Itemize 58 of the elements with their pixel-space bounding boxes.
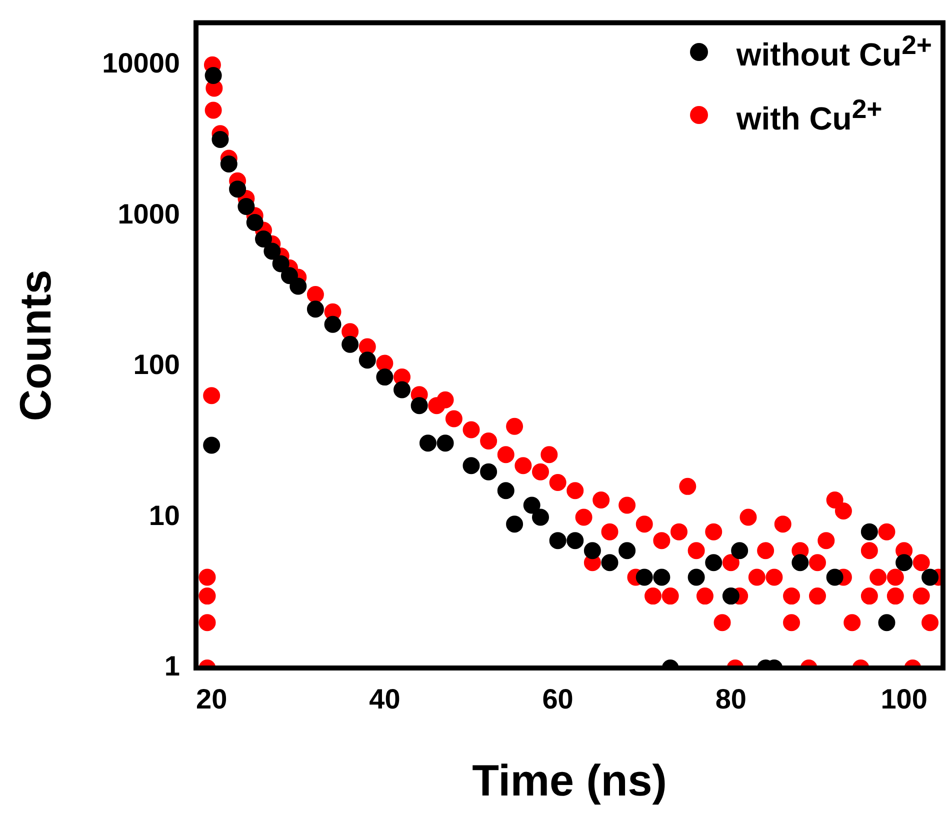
point (722, 588, 740, 605)
point (549, 532, 566, 550)
point (264, 242, 281, 260)
point (436, 434, 454, 452)
point (280, 267, 298, 284)
x-tick-label: 80 (715, 684, 747, 715)
point (653, 568, 670, 586)
x-axis-title: Time (ns) (472, 756, 667, 806)
point (922, 568, 939, 586)
point (860, 523, 878, 540)
point (272, 255, 290, 272)
point (358, 352, 376, 369)
point (480, 463, 498, 480)
point (618, 542, 636, 560)
point (290, 278, 307, 295)
point (462, 457, 480, 474)
point (246, 214, 264, 232)
point (238, 198, 255, 215)
point (229, 180, 246, 198)
legend-label: with Cu$^{2+}$ (736, 94, 882, 138)
point (220, 155, 238, 172)
point (523, 496, 540, 514)
point (705, 554, 722, 572)
point (566, 532, 584, 550)
point (497, 482, 514, 500)
y-tick-label: 100 (133, 349, 180, 380)
point (896, 554, 913, 572)
y-tick-label: 1 (164, 650, 180, 682)
y-tick-label: 10 (148, 500, 180, 531)
point (376, 368, 394, 386)
point (878, 614, 896, 632)
point (410, 397, 428, 414)
x-tick-label: 60 (542, 684, 574, 715)
point (506, 516, 524, 533)
point (826, 568, 844, 586)
point (584, 542, 601, 560)
point (419, 434, 436, 452)
point (731, 542, 748, 560)
point (342, 336, 359, 353)
point (212, 130, 229, 148)
point (255, 230, 272, 248)
point (306, 300, 324, 318)
point (324, 316, 342, 333)
y-tick-label: 1000 (118, 198, 180, 230)
point (792, 554, 809, 572)
y-tick-label: 10000 (102, 48, 180, 79)
point (636, 568, 653, 586)
point (204, 66, 222, 84)
point (394, 381, 411, 398)
point (688, 568, 705, 586)
point (532, 508, 550, 526)
y-axis-title: Counts (12, 270, 61, 422)
x-tick-label: 20 (196, 684, 228, 715)
x-tick-label: 40 (369, 684, 400, 715)
x-tick-label: 100 (880, 684, 928, 715)
point (601, 554, 618, 572)
point (203, 436, 220, 454)
legend-label: without Cu$^{2+}$ (736, 30, 932, 74)
